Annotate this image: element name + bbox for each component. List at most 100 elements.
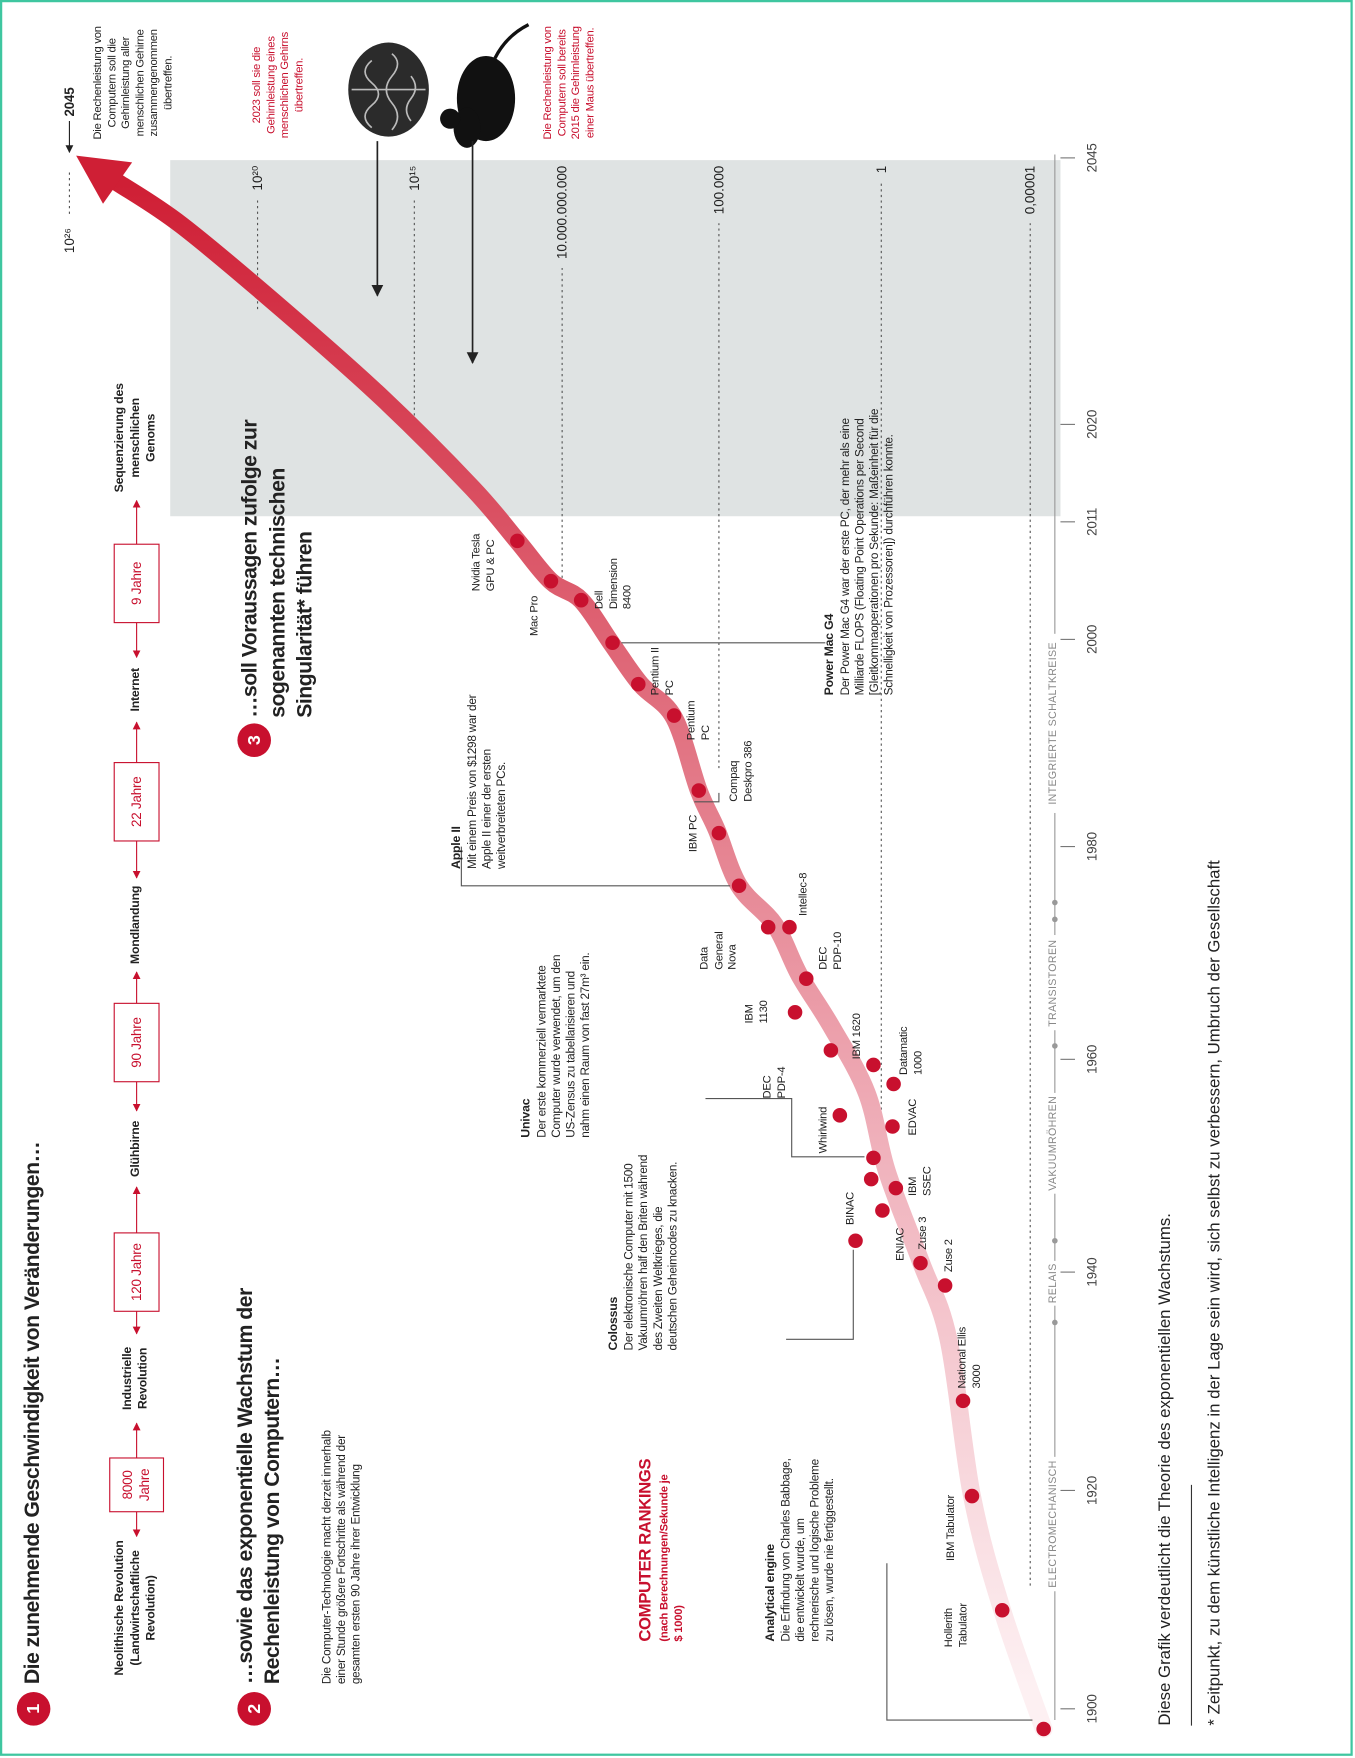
computer-dot [732,878,747,893]
interval-label: 90 Jahre [114,1003,159,1081]
event-label: Neolithische Revolution (Landwirtschaftl… [92,1535,182,1681]
section-number: 3 [244,723,266,757]
computer-label: Zuse 3 [917,1203,931,1250]
computer-label: National Ellis 3000 [956,1321,984,1388]
computer-label: IBM 1130 [744,983,772,1023]
computer-dot [848,1233,863,1248]
note-title: Colossus [607,1155,622,1351]
mouse-icon [495,25,529,59]
computer-label: Pentium PC [685,691,713,740]
caption: Diese Grafik verdeutlicht die Theorie de… [1156,1213,1177,1726]
computer-label: EDVAC [907,1085,921,1135]
computer-dot [864,1172,879,1187]
era-separator [1052,917,1058,923]
section-title: …sowie das exponentielle Wachstum der Re… [233,1247,286,1684]
computer-dot [866,1058,881,1073]
computer-dot [574,593,589,608]
body: 10²⁶10²⁰10¹⁵10.000.000.000100.00010,0000… [0,0,1355,1758]
computer-dot [956,1394,971,1409]
interval-label: 8000 Jahre [110,1458,164,1512]
note-title: Analytical engine [764,1454,779,1642]
computer-label: IBM SSEC [907,1160,935,1196]
year-label: 1980 [1084,819,1101,875]
computer-dot [788,1005,803,1020]
computer-label: Whirlwind [817,1084,831,1153]
era-separator [1052,1320,1058,1326]
era-label: INTEGRIERTE SCHALTKREISE [1047,634,1060,813]
computer-dot [761,920,776,935]
note-text: Der erste kommerziell vermarktete Comput… [535,950,594,1138]
computer-dot [544,574,559,589]
note-title: Univac [520,950,535,1138]
computer-dot [995,1603,1010,1618]
infographic: 10²⁶10²⁰10¹⁵10.000.000.000100.00010,0000… [0,0,1353,1756]
computer-label: IBM Tabulator [945,1469,959,1561]
rankings-title: COMPUTER RANKINGS [636,1459,657,1642]
computer-dot [631,677,646,692]
event-label: Glühbirne [92,1110,182,1188]
computer-dot [691,783,706,798]
event-label: Mondlandung [92,875,182,976]
computer-dot [605,635,620,650]
year-label: 2000 [1084,611,1101,667]
computer-label: Dell Dimension 8400 [593,551,635,609]
mouse-icon [440,109,460,129]
computer-dot [782,920,797,935]
computer-dot [875,1203,890,1218]
event-label: Internet [92,651,182,729]
section-number: 1 [24,1692,46,1726]
computer-label: Mac Pro [529,585,543,637]
computer-dot [938,1278,953,1293]
computer-label: Intellec-8 [797,853,811,916]
computer-label: BINAC [844,1178,858,1225]
computer-dot [667,708,682,723]
footnote: * Zeitpunkt, zu dem künstliche Intellige… [1205,860,1226,1725]
year-label: 2011 [1084,494,1101,550]
note-text: Die Erfindung von Charles Babbage, die e… [779,1454,838,1642]
event-label: Industrielle Revolution [92,1334,182,1424]
note-text: Der Power Mac G4 war der erste PC, der m… [839,393,898,695]
note-title: Power Mac G4 [823,393,838,695]
section-number: 2 [244,1692,266,1726]
year-label: 1940 [1084,1244,1101,1300]
computer-label: Zuse 2 [943,1225,957,1272]
prediction-text: Die Rechenleistung von Computern soll di… [92,20,176,145]
rankings-subtitle: (nach Berechnungen/Sekunde je $ 1000) [658,1474,686,1642]
year-label: 2045 [1084,130,1101,186]
leader-line [705,1099,864,1157]
era-label: RELAIS [1047,1261,1060,1306]
scale-label: 0,00001 [1023,166,1038,215]
prediction-text: Die Rechenleistung von Computern soll be… [542,20,598,145]
computer-label: IBM PC [688,803,702,852]
section-text: Die Computer-Technologie macht derzeit i… [320,1427,364,1685]
scale-label: 10.000.000.000 [555,166,570,259]
computer-dot [1036,1722,1051,1737]
computer-label: Hollerith Tabulator [943,1580,971,1647]
prediction-text: 2023 soll sie die Gehirnleistung eines m… [251,25,307,146]
scale-label: 100.000 [711,166,726,215]
note-title: Apple II [450,684,465,869]
era-label: ELECTROMECHANISCH [1047,1457,1060,1591]
era-label: TRANSISTOREN [1047,936,1060,1031]
era-separator [1052,1043,1058,1049]
note-text: Mit einem Preis von $1298 war der Apple … [466,684,510,869]
page: Singularität {"section1":{"number":"1","… [0,0,1355,1758]
section-title: …soll Voraussagen zufolge zur sogenannte… [237,359,320,717]
interval-label: 9 Jahre [114,544,159,622]
computer-dot [866,1151,881,1166]
computer-label: Nvidia Tesla GPU & PC [470,515,498,591]
leader-line [786,1250,853,1340]
event-label: Sequenzierung des menschlichen Genoms [92,379,182,497]
computer-dot [885,1119,900,1134]
computer-label: IBM 1620 [851,1001,865,1059]
computer-dot [824,1043,839,1058]
computer-dot [799,971,814,986]
computer-dot [712,826,727,841]
scale-label: 1 [874,166,889,173]
era-label: VAKUUMRÖHREN [1047,1093,1060,1194]
scale-label: 10²⁰ [250,166,265,191]
stage: 10²⁶10²⁰10¹⁵10.000.000.000100.00010,0000… [0,0,1355,1758]
computer-label: Compaq Deskpro 386 [728,730,756,802]
year-label: 1920 [1084,1462,1101,1518]
section-title: Die zunehmende Geschwindigkeit von Verän… [20,1142,47,1684]
